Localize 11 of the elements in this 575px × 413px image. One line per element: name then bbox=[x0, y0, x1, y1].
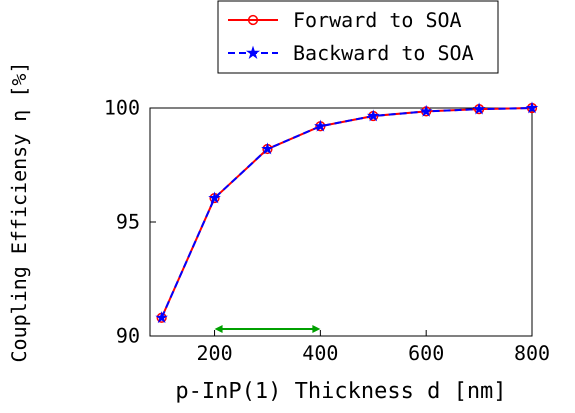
x-tick-label: 800 bbox=[514, 341, 550, 366]
legend-label: Forward to SOA bbox=[293, 8, 462, 32]
y-tick-label: 100 bbox=[104, 95, 140, 120]
x-tick-label: 400 bbox=[302, 341, 338, 366]
x-tick-label: 600 bbox=[408, 341, 444, 366]
x-axis-title: p-InP(1) Thickness d [nm] bbox=[175, 379, 507, 404]
y-tick-label: 95 bbox=[116, 209, 140, 234]
legend-label: Backward to SOA bbox=[293, 41, 474, 65]
x-tick-label: 200 bbox=[196, 341, 233, 366]
y-tick-label: 90 bbox=[116, 323, 140, 348]
y-axis-title: Coupling Efficiensy η [%] bbox=[7, 61, 31, 363]
